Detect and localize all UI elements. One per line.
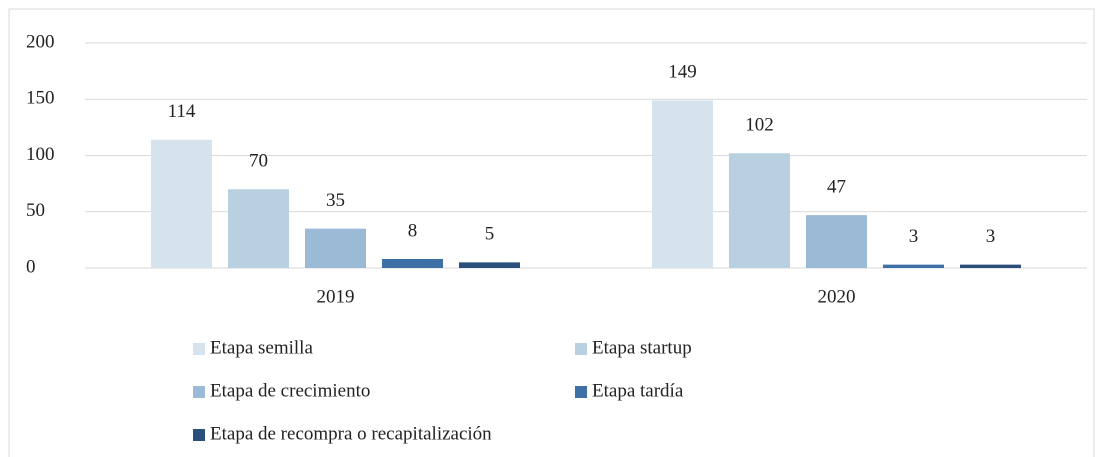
y-tick-label: 0 (26, 256, 36, 277)
data-label: 47 (827, 176, 846, 197)
legend-swatch (193, 429, 205, 441)
data-label: 35 (326, 190, 345, 211)
y-tick-label: 50 (26, 200, 45, 221)
bar (883, 264, 944, 268)
legend-label: Etapa de recompra o recapitalización (210, 423, 492, 444)
x-tick-label: 2020 (818, 286, 856, 307)
bar (652, 100, 713, 268)
data-label: 8 (408, 220, 418, 241)
bar (729, 153, 790, 268)
legend-label: Etapa de crecimiento (210, 380, 370, 401)
data-label: 102 (745, 115, 774, 136)
data-label: 114 (168, 101, 196, 122)
bar (305, 228, 366, 268)
y-tick-label: 200 (26, 31, 55, 52)
data-label: 5 (485, 224, 495, 245)
bar (382, 259, 443, 268)
data-label: 3 (909, 226, 919, 247)
legend-swatch (575, 343, 587, 355)
data-label: 149 (668, 62, 697, 83)
legend-swatch (193, 343, 205, 355)
chart-border (8, 8, 1095, 457)
data-label: 70 (249, 151, 268, 172)
bar (806, 215, 867, 268)
data-label: 3 (986, 226, 996, 247)
y-tick-label: 100 (26, 144, 55, 165)
legend-swatch (575, 386, 587, 398)
legend-swatch (193, 386, 205, 398)
legend-label: Etapa semilla (210, 337, 313, 358)
bar (151, 139, 212, 268)
x-tick-label: 2019 (317, 286, 355, 307)
bar (228, 189, 289, 268)
legend-label: Etapa tardía (592, 380, 684, 401)
y-tick-label: 150 (26, 88, 55, 109)
bar (960, 264, 1021, 268)
bar (459, 262, 520, 268)
legend-label: Etapa startup (592, 337, 692, 358)
